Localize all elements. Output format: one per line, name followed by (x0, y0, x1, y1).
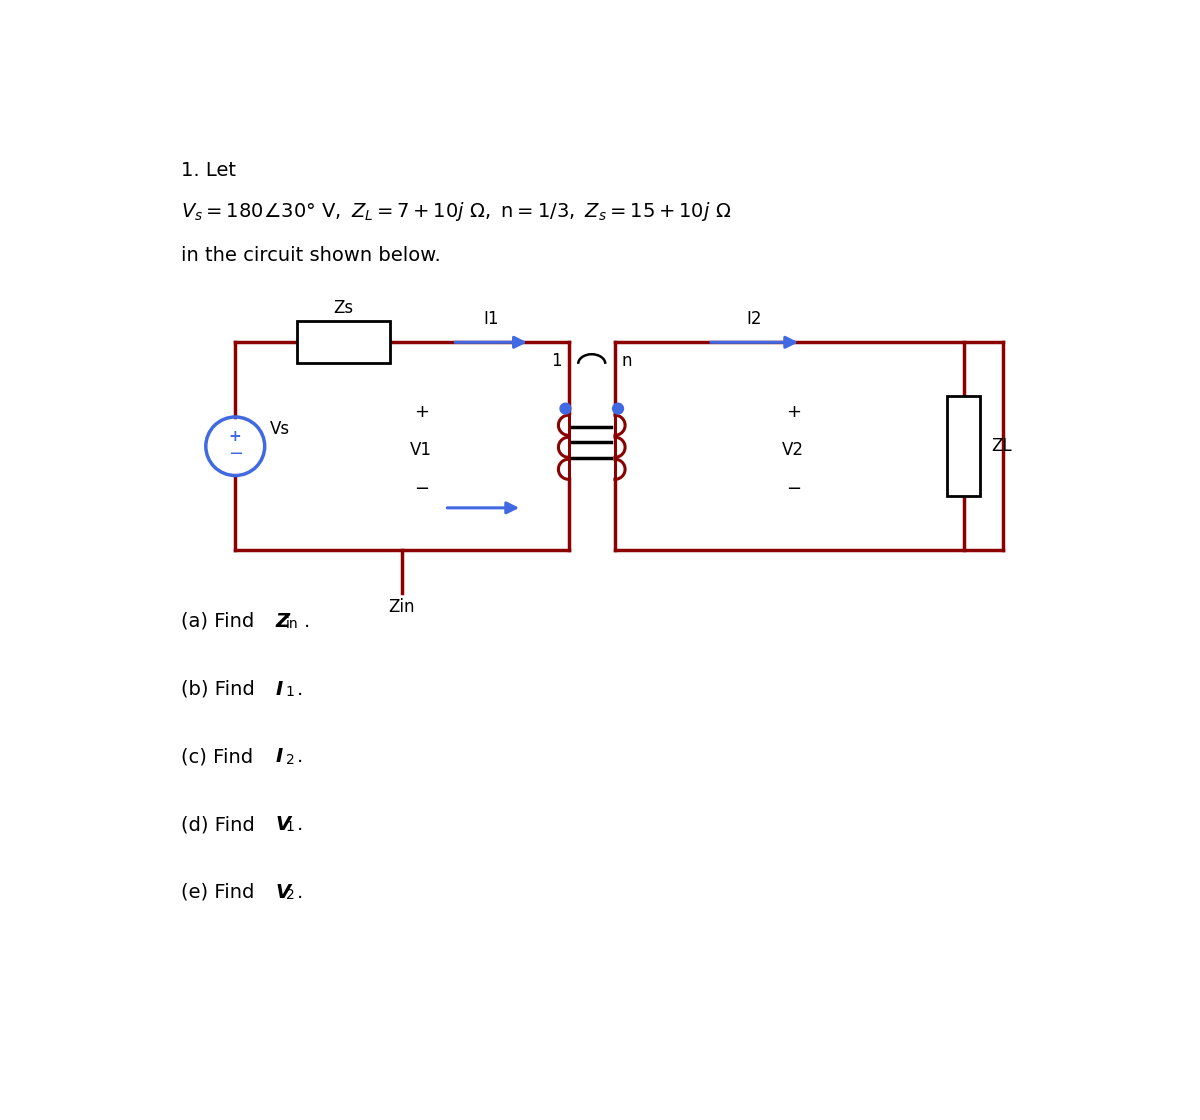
Text: (b) Find: (b) Find (181, 680, 262, 699)
Text: in the circuit shown below.: in the circuit shown below. (181, 246, 440, 265)
Text: (e) Find: (e) Find (181, 883, 260, 902)
Text: (c) Find: (c) Find (181, 747, 259, 766)
Text: −: − (786, 479, 800, 497)
Text: I: I (276, 680, 283, 699)
Text: 1. Let: 1. Let (181, 161, 236, 180)
Text: I: I (276, 747, 283, 766)
Text: .: . (304, 612, 310, 631)
Text: I1: I1 (484, 310, 499, 328)
Text: −: − (414, 479, 428, 497)
Text: V: V (276, 815, 290, 834)
Text: $V_s = 180\angle30°\ \mathrm{V},\ Z_L = 7 + 10j\ \Omega,\ \mathrm{n=1/3},\ Z_s =: $V_s = 180\angle30°\ \mathrm{V},\ Z_L = … (181, 199, 731, 223)
Text: Z: Z (276, 612, 289, 631)
Bar (948, 396, 980, 496)
Text: Zin: Zin (389, 598, 415, 616)
Text: V: V (276, 883, 290, 902)
Text: +: + (229, 429, 241, 444)
Circle shape (612, 403, 624, 414)
Bar (298, 321, 390, 364)
Text: ZL: ZL (991, 437, 1013, 455)
Text: V2: V2 (782, 441, 804, 459)
Text: +: + (786, 402, 800, 421)
Text: .: . (296, 815, 302, 834)
Text: (d) Find: (d) Find (181, 815, 262, 834)
Text: −: − (228, 445, 242, 463)
Circle shape (560, 403, 571, 414)
Text: V1: V1 (410, 441, 432, 459)
Text: 1: 1 (552, 352, 562, 370)
Text: +: + (414, 402, 428, 421)
Text: .: . (296, 883, 302, 902)
Text: n: n (622, 352, 632, 370)
Text: (a) Find: (a) Find (181, 612, 260, 631)
Text: 1: 1 (286, 685, 294, 699)
Text: 2: 2 (286, 753, 294, 767)
Text: Vs: Vs (270, 420, 290, 438)
Text: 2: 2 (286, 888, 294, 903)
Text: in: in (286, 617, 299, 632)
Text: .: . (296, 747, 302, 766)
Text: I2: I2 (746, 310, 762, 328)
Text: 1: 1 (286, 821, 294, 834)
Text: .: . (296, 680, 302, 699)
Text: Zs: Zs (334, 299, 354, 317)
